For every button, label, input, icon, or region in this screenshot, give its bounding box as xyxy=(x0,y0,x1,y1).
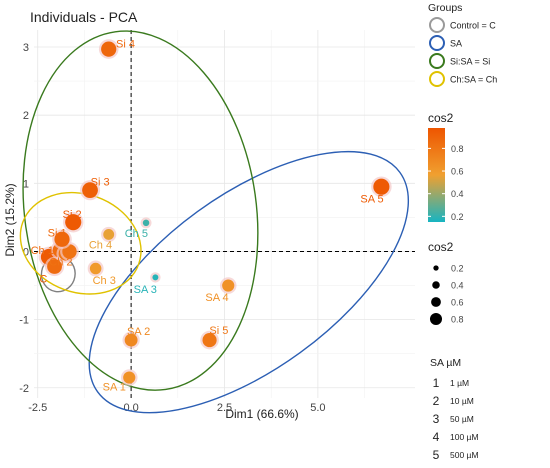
group-ellipses xyxy=(19,30,410,414)
point-label: SA 1 xyxy=(103,381,126,393)
data-point xyxy=(47,259,62,274)
point-label: Si 2 xyxy=(63,209,82,221)
size-legend-label: 0.2 xyxy=(451,264,464,274)
data-point xyxy=(54,231,70,247)
point-label: SA 2 xyxy=(127,326,150,338)
point-label: SA 3 xyxy=(134,284,157,296)
data-point xyxy=(152,274,159,281)
data-point xyxy=(82,182,98,199)
legend-group-key xyxy=(429,17,445,33)
x-tick-label: -2.5 xyxy=(28,402,47,414)
data-points xyxy=(38,39,392,386)
sa-legend-label: 10 µM xyxy=(450,396,474,406)
colorbar-tick-label: 0.8 xyxy=(451,144,464,154)
colorbar-tick-label: 0.4 xyxy=(451,189,464,199)
x-tick-label: 5.0 xyxy=(310,402,325,414)
sa-legend-number: 2 xyxy=(433,394,440,408)
legend-group-label: Control = C xyxy=(450,21,496,31)
y-tick-label: -2 xyxy=(19,383,29,395)
size-legend-label: 0.6 xyxy=(451,298,464,308)
point-label: Ch 4 xyxy=(89,240,112,252)
ellipse-ch-sa-ch xyxy=(19,191,142,295)
data-point xyxy=(222,279,235,292)
data-point xyxy=(89,262,102,275)
y-tick-label: 0 xyxy=(23,246,29,258)
size-legend-label: 0.4 xyxy=(451,281,464,291)
sa-legend-label: 50 µM xyxy=(450,414,474,424)
colorbar-tick-label: 0.6 xyxy=(451,167,464,177)
point-label: Si 4 xyxy=(116,39,135,51)
y-tick-label: 1 xyxy=(23,178,29,190)
sa-legend-label: 500 µM xyxy=(450,450,479,460)
colorbar-title: cos2 xyxy=(428,111,454,125)
legend-group-key xyxy=(429,53,445,69)
size-legend-title: cos2 xyxy=(428,240,454,254)
point-label: Ch 2 xyxy=(49,257,72,269)
point-label: Si 1 xyxy=(48,227,67,239)
x-tick-label: 2.5 xyxy=(217,402,232,414)
size-legend-label: 0.8 xyxy=(451,315,464,325)
colorbar-tick-label: 0.2 xyxy=(451,212,464,222)
legend-group-label: Si:SA = Si xyxy=(450,57,490,67)
size-legend-key xyxy=(433,265,439,271)
sa-legend-number: 1 xyxy=(433,376,440,390)
ellipse-sa xyxy=(88,150,410,414)
chart-title: Individuals - PCA xyxy=(30,9,138,25)
point-labels: C Ch 1Ch 2 Si 1 Si 2 Si 3 Si 4 Ch 3 Ch 4 Ch 5 SA … xyxy=(31,39,384,394)
point-label: Ch 3 xyxy=(93,275,116,287)
size-legend-key xyxy=(431,297,441,307)
data-point xyxy=(65,214,82,231)
sa-legend-title: SA µM xyxy=(430,357,461,369)
legend-group-key xyxy=(429,35,445,51)
sa-legend-label: 100 µM xyxy=(450,432,479,442)
legend-area: Groups Control = C SA Si:SA = Si Ch:SA = Ch c… xyxy=(428,2,497,462)
size-legend-key xyxy=(429,312,443,326)
ellipse-si-sa-si xyxy=(22,30,259,391)
point-label: Ch 1 xyxy=(31,245,54,257)
sa-legend-number: 3 xyxy=(433,412,440,426)
point-label: Si 3 xyxy=(91,176,110,188)
size-legend-key xyxy=(432,281,440,289)
point-label: Ch 5 xyxy=(125,228,148,240)
legend-group-key xyxy=(429,71,445,87)
y-tick-label: 3 xyxy=(23,42,29,54)
legend-group-label: SA xyxy=(450,39,462,49)
sa-legend-label: 1 µM xyxy=(450,378,469,388)
groups-legend-title: Groups xyxy=(428,2,462,14)
legend-group-label: Ch:SA = Ch xyxy=(450,75,497,85)
point-label: C xyxy=(39,274,47,286)
sa-legend-number: 4 xyxy=(433,430,440,444)
data-point xyxy=(373,178,390,195)
sa-legend-number: 5 xyxy=(433,448,440,462)
point-label: SA 4 xyxy=(205,292,228,304)
data-point xyxy=(103,229,115,240)
data-point xyxy=(142,219,150,227)
data-point xyxy=(123,371,136,384)
point-label: SA 5 xyxy=(360,193,383,205)
data-point xyxy=(202,332,217,348)
point-label: Si 5 xyxy=(209,325,228,337)
x-axis-label: Dim1 (66.6%) xyxy=(225,407,298,421)
y-tick-label: 2 xyxy=(23,110,29,122)
y-axis-label: Dim2 (15.2%) xyxy=(3,183,17,256)
data-point xyxy=(124,333,138,347)
data-point xyxy=(101,41,117,57)
colorbar xyxy=(428,128,445,222)
y-tick-label: -1 xyxy=(19,315,29,327)
